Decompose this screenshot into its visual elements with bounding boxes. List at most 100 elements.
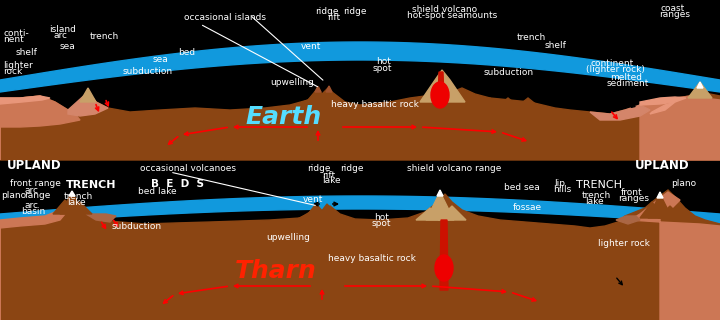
Text: shield volcano: shield volcano [412, 5, 477, 14]
Polygon shape [86, 214, 116, 222]
Text: conti-: conti- [4, 29, 30, 38]
Text: occasional islands: occasional islands [184, 13, 266, 22]
Text: front: front [621, 188, 642, 197]
Polygon shape [416, 208, 444, 220]
Text: trench: trench [63, 192, 93, 201]
Polygon shape [315, 86, 321, 92]
Polygon shape [420, 70, 465, 102]
Text: UPLAND: UPLAND [7, 159, 62, 172]
Text: hills: hills [553, 185, 571, 194]
Text: basin: basin [22, 207, 46, 216]
Polygon shape [616, 216, 640, 224]
Polygon shape [68, 92, 108, 116]
Text: rift: rift [328, 13, 341, 22]
Text: sediment: sediment [606, 79, 649, 88]
Text: ranges: ranges [660, 10, 690, 19]
Text: heavy basaltic rock: heavy basaltic rock [331, 100, 419, 109]
Text: sea: sea [59, 42, 75, 51]
Text: (lighter rock): (lighter rock) [586, 65, 645, 74]
Ellipse shape [435, 255, 453, 281]
Text: rift: rift [322, 171, 335, 180]
Polygon shape [640, 96, 720, 160]
Text: bed lake: bed lake [138, 188, 177, 196]
Text: ridge: ridge [343, 7, 366, 16]
Polygon shape [480, 98, 500, 106]
Text: plano: plano [671, 179, 696, 188]
Polygon shape [657, 192, 663, 198]
Text: arc: arc [53, 31, 67, 40]
Text: subduction: subduction [112, 222, 162, 231]
Text: front range: front range [10, 179, 61, 188]
Text: fossae: fossae [513, 203, 541, 212]
Text: hot-spot seamounts: hot-spot seamounts [407, 11, 497, 20]
Polygon shape [438, 72, 444, 100]
Polygon shape [0, 212, 65, 320]
Text: B  E  D  S: B E D S [151, 179, 204, 189]
Polygon shape [69, 191, 75, 196]
Text: spot: spot [373, 64, 392, 73]
Text: melted: melted [611, 73, 642, 82]
Text: rock: rock [3, 68, 22, 76]
Polygon shape [0, 190, 720, 320]
Text: ridge: ridge [307, 164, 330, 173]
Text: lighter rock: lighter rock [598, 239, 649, 248]
Polygon shape [0, 96, 80, 160]
Text: Tharn: Tharn [235, 259, 317, 283]
Text: coast: coast [661, 4, 685, 13]
Text: range: range [24, 191, 51, 200]
Text: island: island [49, 25, 76, 34]
Text: UPLAND: UPLAND [635, 159, 690, 172]
Text: plano: plano [1, 191, 27, 200]
Text: TRENCH: TRENCH [576, 180, 622, 190]
Text: shield volcano range: shield volcano range [407, 164, 501, 173]
Polygon shape [688, 82, 712, 98]
Polygon shape [295, 88, 350, 112]
Polygon shape [440, 220, 448, 290]
Polygon shape [326, 86, 332, 92]
Text: lake: lake [322, 176, 341, 185]
Polygon shape [648, 194, 672, 218]
Polygon shape [0, 85, 720, 160]
Text: upwelling: upwelling [266, 233, 310, 242]
Text: nent: nent [4, 36, 24, 44]
Text: subduction: subduction [122, 67, 173, 76]
Text: bed: bed [179, 48, 196, 57]
Polygon shape [60, 192, 84, 214]
Polygon shape [0, 96, 50, 104]
Text: arc: arc [24, 186, 38, 195]
Text: Earth: Earth [245, 105, 321, 129]
Polygon shape [590, 105, 650, 120]
Text: ranges: ranges [618, 194, 649, 203]
Text: continent: continent [590, 60, 634, 68]
Text: trench: trench [89, 32, 119, 41]
Polygon shape [0, 196, 720, 224]
Text: lighter: lighter [3, 61, 32, 70]
Polygon shape [438, 206, 466, 220]
Polygon shape [53, 200, 77, 214]
Polygon shape [518, 98, 538, 106]
Text: trench: trench [582, 191, 611, 200]
Text: subduction: subduction [484, 68, 534, 77]
Polygon shape [426, 192, 454, 220]
Text: occasional volcanoes: occasional volcanoes [140, 164, 236, 173]
Text: vent: vent [301, 42, 321, 51]
Text: hot: hot [374, 213, 390, 222]
Polygon shape [640, 97, 686, 105]
Ellipse shape [431, 82, 449, 108]
Polygon shape [697, 82, 703, 88]
Polygon shape [68, 202, 92, 214]
Text: trench: trench [517, 33, 546, 42]
Polygon shape [498, 98, 518, 106]
Polygon shape [650, 102, 675, 114]
Polygon shape [630, 192, 720, 320]
Text: spot: spot [372, 220, 391, 228]
Text: TRENCH: TRENCH [66, 180, 117, 190]
Polygon shape [295, 204, 348, 230]
Text: vent: vent [302, 195, 323, 204]
Polygon shape [80, 88, 96, 102]
Text: heavy basaltic rock: heavy basaltic rock [328, 254, 415, 263]
Polygon shape [640, 202, 664, 218]
Text: hot: hot [376, 57, 391, 66]
Text: bed sea: bed sea [504, 183, 540, 192]
Text: sea: sea [153, 55, 168, 64]
